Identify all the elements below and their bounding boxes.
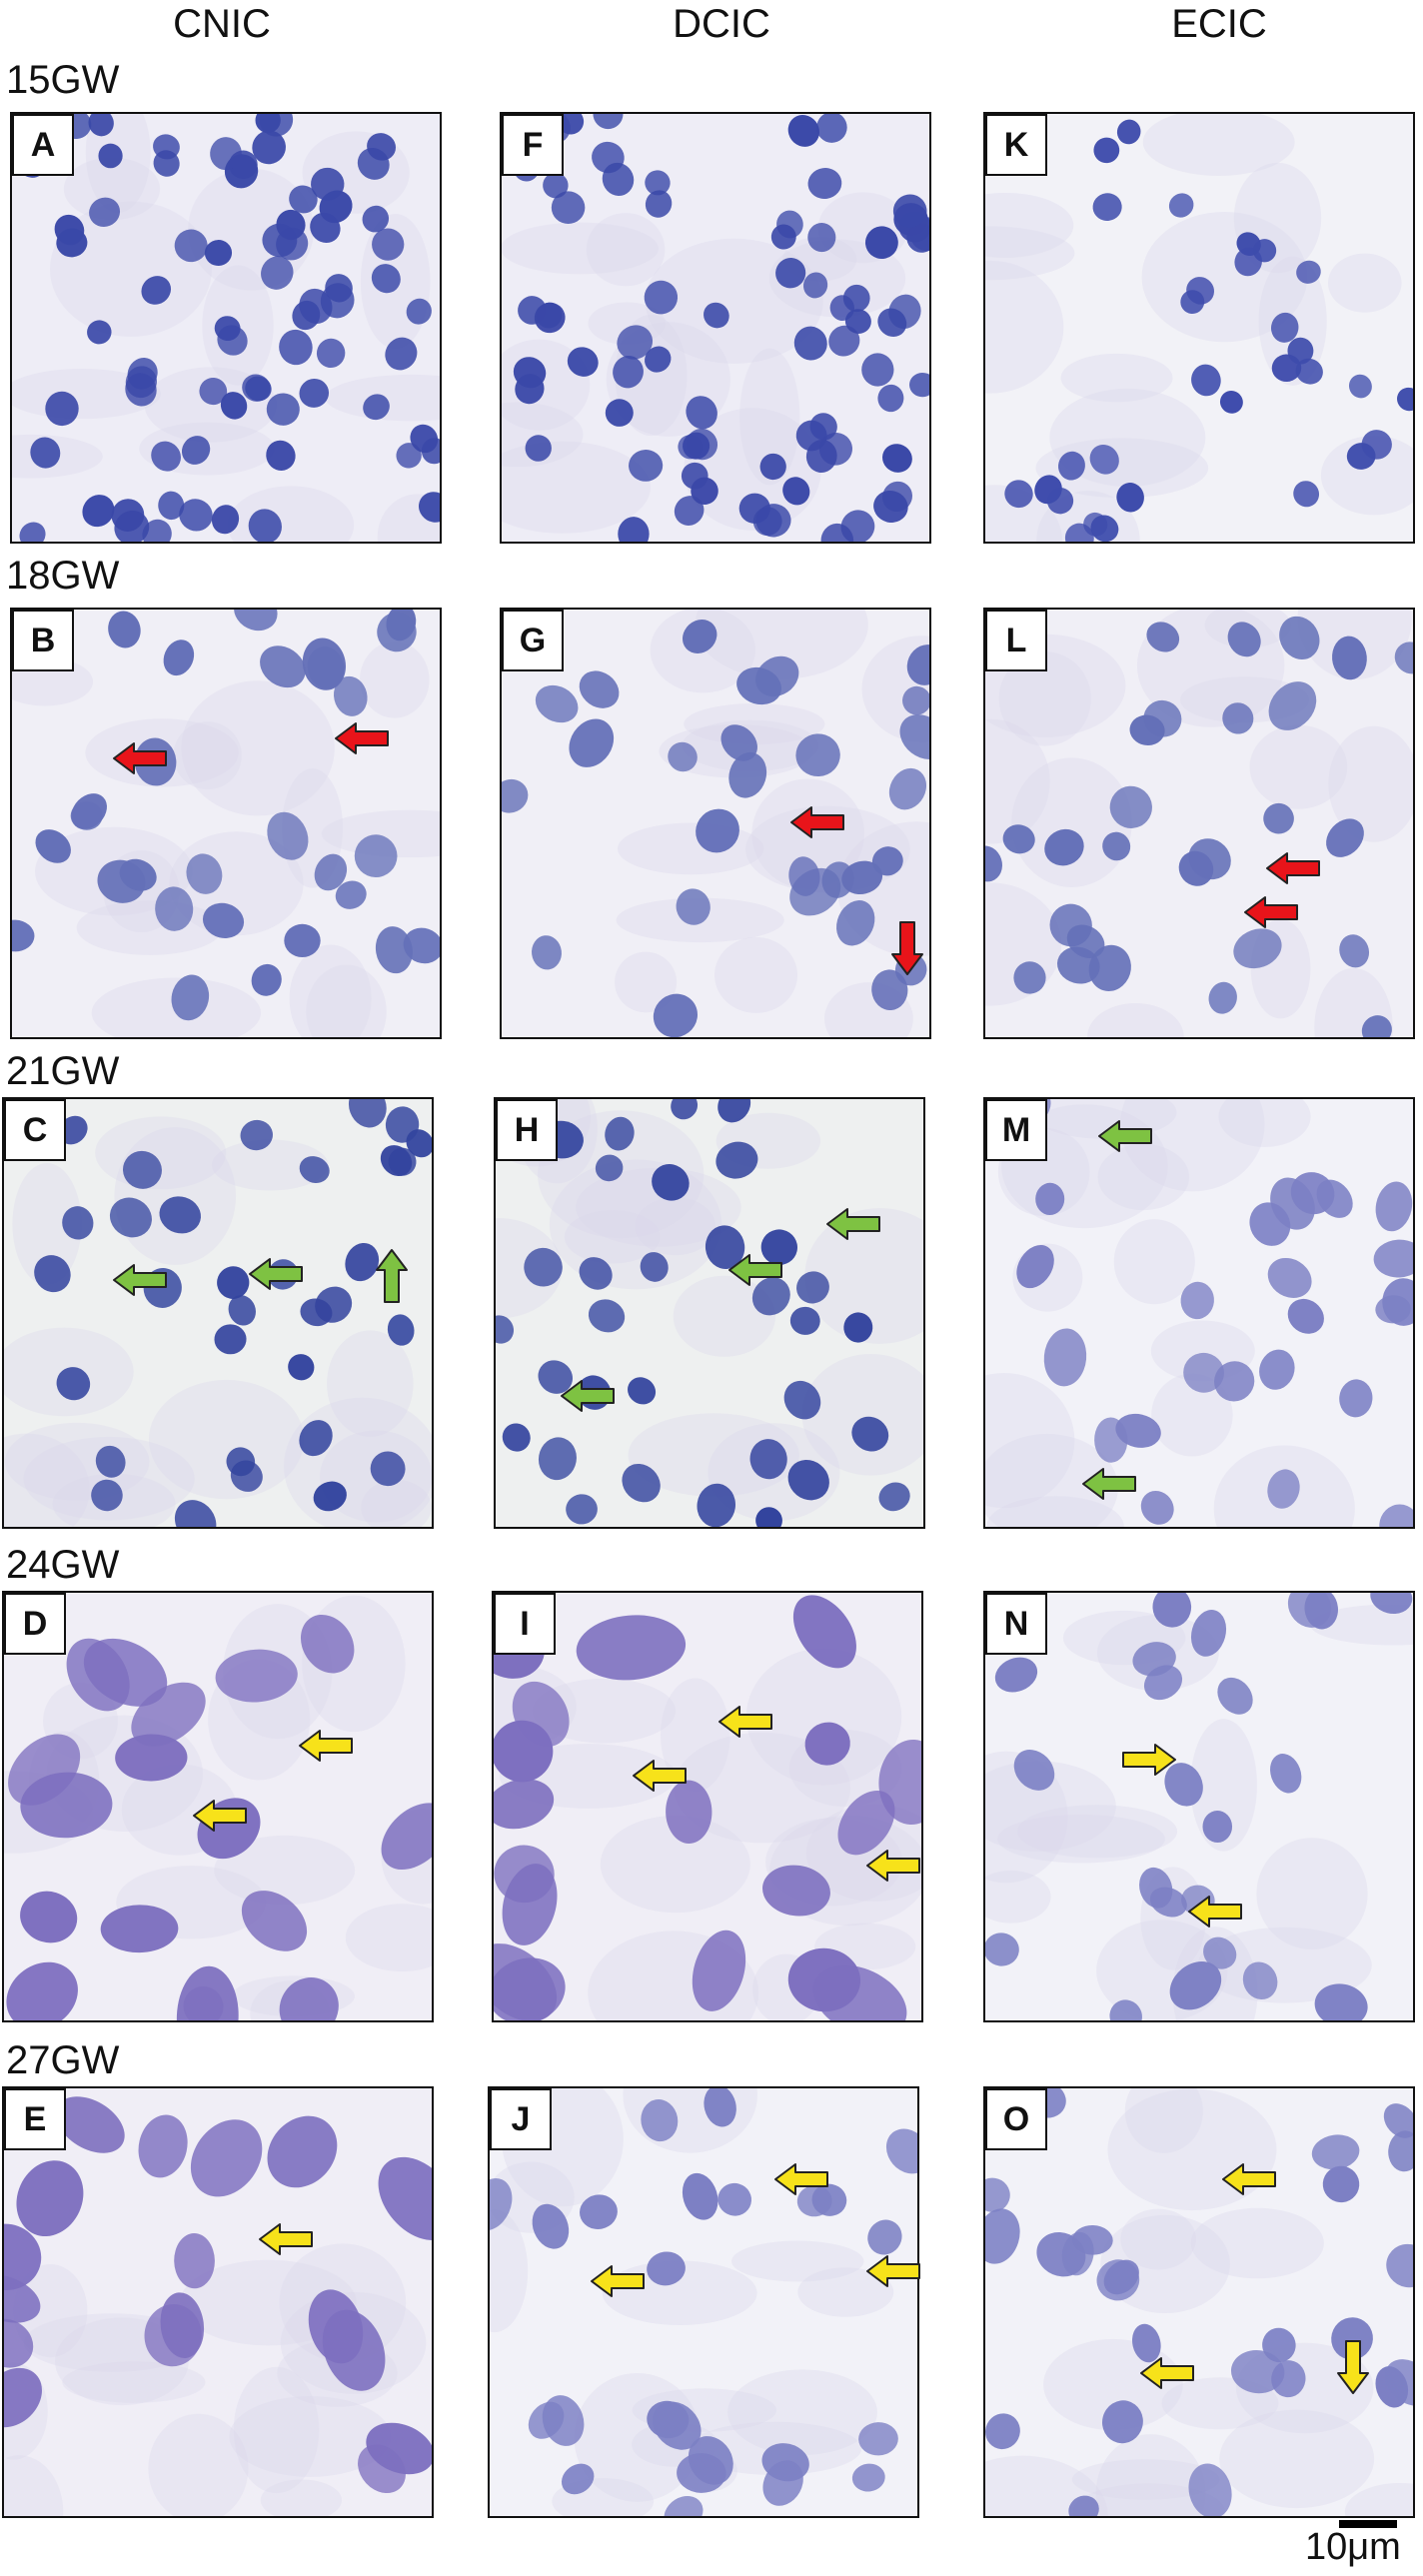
micrograph-image	[4, 2088, 432, 2516]
micrograph-image	[12, 610, 440, 1037]
scale-bar	[1339, 2520, 1397, 2528]
micrograph-image	[985, 2088, 1413, 2516]
panel-letter: L	[985, 610, 1047, 671]
red-arrow-icon	[334, 721, 390, 755]
column-header-ecic: ECIC	[1171, 2, 1267, 46]
panel-j: J	[488, 2086, 919, 2518]
panel-a: A	[10, 112, 442, 544]
panel-l: L	[983, 608, 1415, 1039]
yellow-arrow-icon	[1187, 1895, 1243, 1929]
yellow-arrow-icon	[1221, 2162, 1277, 2196]
yellow-arrow-icon	[717, 1705, 773, 1739]
micrograph-image	[985, 610, 1413, 1037]
panel-n: N	[983, 1591, 1415, 2022]
yellow-arrow-icon	[632, 1759, 688, 1793]
panel-letter: F	[502, 114, 564, 176]
panel-letter: A	[12, 114, 74, 176]
micrograph-image	[490, 2088, 917, 2516]
panel-letter: J	[490, 2088, 552, 2150]
panel-letter: C	[4, 1099, 66, 1161]
row-label-18gw: 18GW	[6, 554, 120, 598]
micrograph-image	[985, 1593, 1413, 2020]
panel-b: B	[10, 608, 442, 1039]
micrograph-image	[4, 1593, 432, 2020]
panel-letter: E	[4, 2088, 66, 2150]
green-arrow-icon	[248, 1257, 304, 1291]
yellow-arrow-icon	[258, 2222, 314, 2256]
row-label-24gw: 24GW	[6, 1543, 120, 1587]
micrograph-image	[496, 1099, 923, 1527]
panel-k: K	[983, 112, 1415, 544]
green-arrow-icon	[1097, 1119, 1153, 1153]
yellow-arrow-icon	[1336, 2339, 1370, 2395]
micrograph-image	[12, 114, 440, 542]
scale-bar-label: 10μm	[1305, 2526, 1401, 2568]
yellow-arrow-icon	[1139, 2356, 1195, 2390]
panel-o: O	[983, 2086, 1415, 2518]
yellow-arrow-icon	[865, 2254, 921, 2288]
column-header-cnic: CNIC	[173, 2, 271, 46]
green-arrow-icon	[1081, 1467, 1137, 1501]
panel-g: G	[500, 608, 931, 1039]
panel-letter: B	[12, 610, 74, 671]
micrograph-image	[4, 1099, 432, 1527]
column-header-dcic: DCIC	[673, 2, 770, 46]
panel-letter: N	[985, 1593, 1047, 1655]
red-arrow-icon	[789, 805, 845, 839]
green-arrow-icon	[560, 1379, 616, 1413]
green-arrow-icon	[825, 1207, 881, 1241]
red-arrow-icon	[1265, 851, 1321, 885]
panel-c: C	[2, 1097, 434, 1529]
red-arrow-icon	[112, 741, 168, 775]
panel-letter: D	[4, 1593, 66, 1655]
panel-letter: I	[494, 1593, 556, 1655]
red-arrow-icon	[890, 920, 924, 976]
green-arrow-icon	[375, 1248, 409, 1304]
panel-m: M	[983, 1097, 1415, 1529]
yellow-arrow-icon	[298, 1729, 354, 1763]
micrograph-image	[502, 114, 929, 542]
panel-letter: M	[985, 1099, 1047, 1161]
panel-letter: O	[985, 2088, 1047, 2150]
yellow-arrow-icon	[590, 2264, 646, 2298]
green-arrow-icon	[112, 1263, 168, 1297]
yellow-arrow-icon	[865, 1849, 921, 1883]
panel-d: D	[2, 1591, 434, 2022]
micrograph-image	[494, 1593, 921, 2020]
green-arrow-icon	[727, 1253, 783, 1287]
row-label-27gw: 27GW	[6, 2038, 120, 2082]
panel-i: I	[492, 1591, 923, 2022]
panel-h: H	[494, 1097, 925, 1529]
row-label-21gw: 21GW	[6, 1049, 120, 1093]
panel-letter: G	[502, 610, 564, 671]
micrograph-image	[985, 1099, 1413, 1527]
yellow-arrow-icon	[192, 1799, 248, 1833]
panel-letter: H	[496, 1099, 558, 1161]
panel-e: E	[2, 2086, 434, 2518]
panel-letter: K	[985, 114, 1047, 176]
yellow-arrow-icon	[773, 2162, 829, 2196]
red-arrow-icon	[1243, 895, 1299, 929]
yellow-arrow-icon	[1121, 1743, 1177, 1777]
micrograph-image	[502, 610, 929, 1037]
micrograph-image	[985, 114, 1413, 542]
row-label-15gw: 15GW	[6, 58, 120, 102]
panel-f: F	[500, 112, 931, 544]
